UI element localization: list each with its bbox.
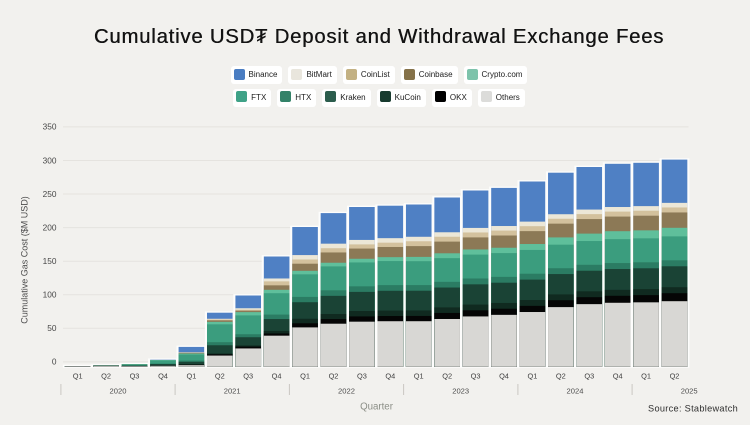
svg-text:Q4: Q4 [158, 372, 168, 381]
svg-text:Q2: Q2 [101, 372, 111, 381]
svg-text:Q2: Q2 [215, 372, 225, 381]
svg-text:150: 150 [43, 256, 57, 266]
svg-text:Q1: Q1 [73, 372, 83, 381]
svg-text:Q1: Q1 [300, 372, 310, 381]
svg-text:Q3: Q3 [357, 372, 367, 381]
svg-text:Q4: Q4 [613, 372, 623, 381]
svg-text:Q3: Q3 [584, 372, 594, 381]
svg-text:Q4: Q4 [272, 372, 282, 381]
svg-text:Q3: Q3 [243, 372, 253, 381]
svg-text:200: 200 [43, 222, 57, 232]
svg-text:Q3: Q3 [471, 372, 481, 381]
svg-text:Q3: Q3 [130, 372, 140, 381]
svg-text:Q2: Q2 [329, 372, 339, 381]
svg-text:Cumulative Gas Cost ($M USD): Cumulative Gas Cost ($M USD) [20, 196, 30, 324]
svg-text:2025: 2025 [681, 387, 698, 396]
svg-text:Q2: Q2 [442, 372, 452, 381]
svg-text:2020: 2020 [110, 387, 127, 396]
svg-text:350: 350 [43, 122, 57, 132]
svg-text:Source: Stablewatch: Source: Stablewatch [648, 403, 738, 413]
svg-text:2022: 2022 [338, 387, 355, 396]
svg-text:250: 250 [43, 189, 57, 199]
svg-text:300: 300 [43, 155, 57, 165]
svg-text:Q2: Q2 [556, 372, 566, 381]
svg-text:2021: 2021 [224, 387, 241, 396]
svg-text:Q1: Q1 [186, 372, 196, 381]
svg-text:Q1: Q1 [414, 372, 424, 381]
svg-text:0: 0 [52, 357, 57, 367]
svg-text:Q4: Q4 [499, 372, 509, 381]
svg-text:Q1: Q1 [641, 372, 651, 381]
svg-text:2023: 2023 [452, 387, 469, 396]
svg-text:Quarter: Quarter [360, 402, 394, 413]
svg-text:Q2: Q2 [670, 372, 680, 381]
svg-text:100: 100 [43, 290, 57, 300]
svg-text:Q4: Q4 [385, 372, 395, 381]
svg-text:Q1: Q1 [527, 372, 537, 381]
svg-text:2024: 2024 [567, 387, 584, 396]
svg-text:50: 50 [47, 323, 57, 333]
